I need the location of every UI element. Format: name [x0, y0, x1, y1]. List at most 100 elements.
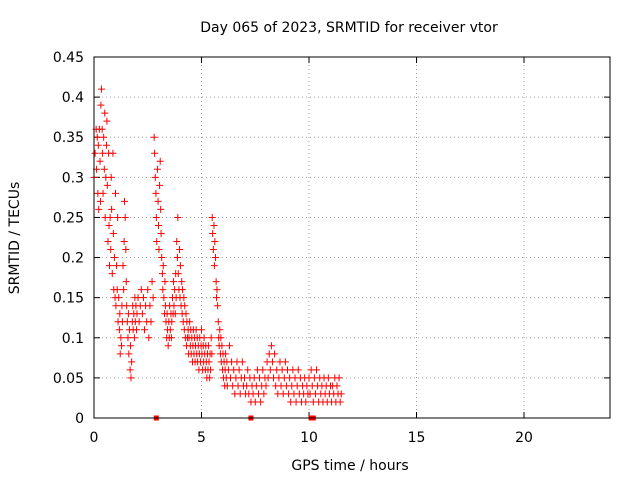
y-tick-label: 0.2: [62, 251, 84, 267]
data-point: [259, 366, 267, 374]
data-point: [336, 398, 344, 406]
data-point: [150, 133, 158, 141]
data-point: [96, 197, 104, 205]
data-point: [94, 141, 102, 149]
data-point: [120, 238, 128, 246]
data-point: [302, 398, 310, 406]
data-point: [244, 366, 252, 374]
data-point: [106, 213, 114, 221]
data-point: [268, 358, 276, 366]
x-tick-label: 5: [197, 430, 206, 446]
data-point: [267, 342, 275, 350]
data-point: [124, 334, 132, 342]
data-point: [105, 262, 113, 270]
data-point: [281, 358, 289, 366]
data-point: [208, 350, 216, 358]
data-point: [160, 294, 168, 302]
data-point: [173, 254, 181, 262]
ticks: 0 5 10 15 20 0 0.05 0.1 0.15 0.2 0.25 0.3 0.35 0.4 0.4…: [53, 50, 610, 446]
y-tick-label: 0.05: [53, 371, 84, 387]
data-point: [210, 221, 218, 229]
data-point: [156, 157, 164, 165]
data-point: [157, 229, 165, 237]
data-point: [176, 246, 184, 254]
data-point: [151, 173, 159, 181]
data-point: [112, 189, 119, 197]
data-point: [115, 326, 123, 334]
data-point: [96, 157, 104, 165]
grid: [94, 57, 610, 418]
data-point: [198, 326, 205, 334]
data-point: [100, 165, 108, 173]
data-point: [157, 205, 165, 213]
y-tick-label: 0.15: [53, 291, 84, 307]
data-point: [178, 278, 186, 286]
data-point: [109, 149, 117, 157]
data-point: [211, 254, 219, 262]
data-point: [205, 358, 213, 366]
data-point: [225, 342, 233, 350]
data-point: [174, 270, 182, 278]
data-point: [156, 181, 164, 189]
data-point: [324, 374, 332, 382]
data-point: [235, 366, 243, 374]
data-point: [100, 133, 108, 141]
data-point: [159, 286, 167, 294]
data-point: [98, 125, 106, 133]
data-point: [138, 310, 146, 318]
data-point: [121, 197, 129, 205]
data-point: [218, 342, 226, 350]
data-point: [116, 310, 124, 318]
data-point: [109, 229, 117, 237]
data-point: [176, 262, 184, 270]
data-points: [90, 85, 345, 421]
data-point: [214, 302, 222, 310]
data-point: [206, 374, 214, 382]
data-point: [294, 366, 302, 374]
data-point: [204, 342, 212, 350]
data-point: [119, 262, 127, 270]
data-point: [101, 109, 109, 117]
data-point: [128, 358, 136, 366]
data-point: [147, 318, 155, 326]
data-point: [126, 366, 134, 374]
y-axis-label: SRMTID / TECUs: [7, 182, 23, 295]
data-point: [207, 366, 215, 374]
data-point: [337, 390, 345, 398]
data-point: [155, 246, 163, 254]
data-point: [91, 149, 99, 157]
data-point: [266, 366, 274, 374]
data-point: [152, 189, 160, 197]
data-point: [144, 286, 152, 294]
data-point: [182, 310, 190, 318]
data-point: [98, 85, 106, 93]
data-point: [103, 117, 111, 125]
data-point: [139, 294, 147, 302]
data-point: [93, 133, 101, 141]
data-point: [209, 229, 217, 237]
data-point: [137, 286, 145, 294]
data-point: [179, 286, 187, 294]
data-point: [112, 302, 120, 310]
data-point: [116, 350, 124, 358]
x-tick-label: 0: [90, 430, 99, 446]
data-point: [149, 294, 157, 302]
data-point: [130, 334, 138, 342]
data-point: [108, 270, 116, 278]
data-point: [118, 342, 126, 350]
data-point: [113, 286, 121, 294]
chart-title: Day 065 of 2023, SRMTID for receiver vto…: [200, 20, 498, 36]
data-point: [211, 238, 219, 246]
data-point: [110, 254, 118, 262]
data-point: [313, 366, 321, 374]
x-tick-label: 10: [300, 430, 318, 446]
data-point: [122, 278, 130, 286]
data-point: [158, 254, 166, 262]
data-point: [180, 294, 188, 302]
data-point: [120, 286, 128, 294]
x-tick-label: 15: [408, 430, 426, 446]
data-point: [146, 302, 154, 310]
data-point: [200, 334, 208, 342]
data-point: [260, 390, 268, 398]
data-point: [102, 141, 110, 149]
